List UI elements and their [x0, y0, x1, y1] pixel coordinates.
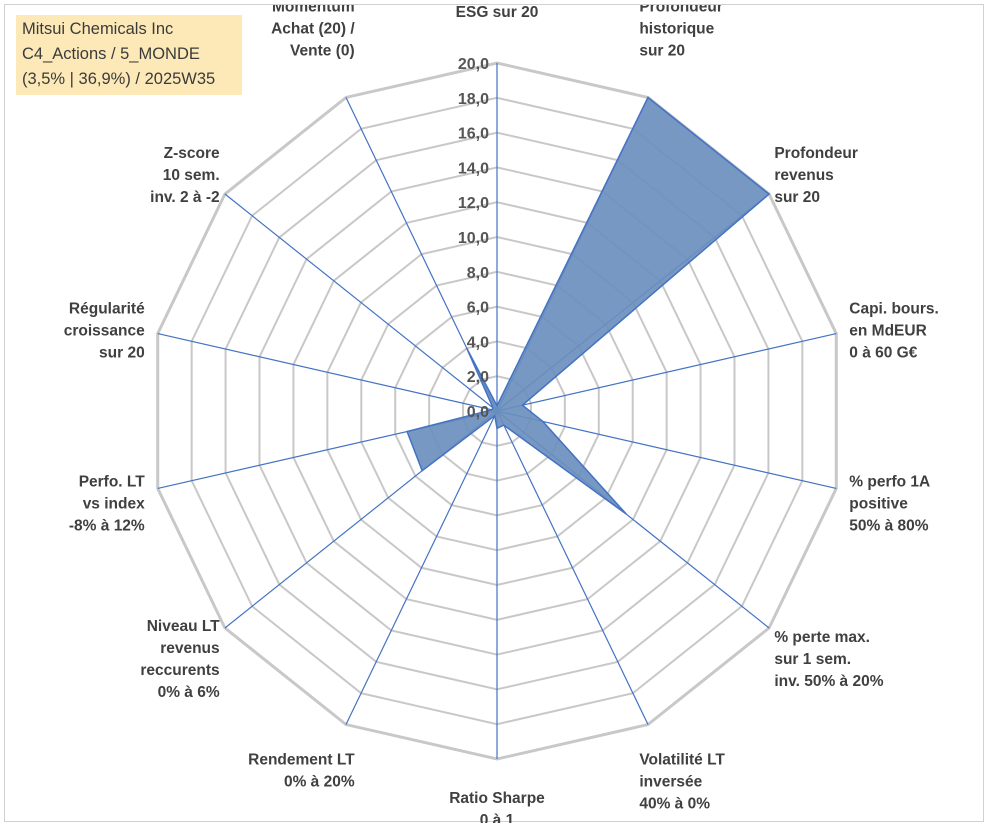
- axis-label-line: Profondeur: [639, 5, 723, 15]
- axis-label-line: inversée: [639, 774, 702, 791]
- axis-label-line: sur 20: [774, 189, 820, 206]
- tick-label: 4,0: [467, 334, 489, 351]
- tick-label: 18,0: [458, 91, 489, 108]
- axis-label: % perfo 1A positive 50% à 80%: [849, 473, 930, 534]
- tick-label: 6,0: [467, 300, 489, 317]
- axis-label: Perfo. LT vs index -8% à 12%: [69, 473, 145, 534]
- axis-label-line: inv. 2 à -2: [150, 189, 220, 206]
- axis-label-text: Ratio Sharpe 0 à 1: [449, 790, 545, 823]
- axis-spoke: [496, 410, 837, 490]
- axis-label-line: Perfo. LT: [79, 473, 146, 490]
- axis-spoke: [224, 193, 498, 412]
- axis-label-line: Niveau LT: [147, 618, 220, 635]
- axis-label-line: 50% à 80%: [849, 517, 928, 534]
- axis-label-line: Rendement LT: [248, 752, 355, 769]
- title-period: (3,5% | 36,9%) / 2025W35: [22, 70, 216, 88]
- title-universe: C4_Actions / 5_MONDE: [22, 45, 200, 63]
- axis-label: Profondeur revenus sur 20: [774, 145, 858, 206]
- axis-label-line: historique: [639, 20, 714, 37]
- axis-label-line: inv. 50% à 20%: [774, 673, 883, 690]
- axis-label-line: Momentum: [272, 5, 355, 15]
- axis-label-text: Profondeur revenus sur 20: [774, 145, 858, 206]
- axis-label-line: Z-score: [164, 145, 220, 162]
- axis-label: Ratio Sharpe 0 à 1: [449, 790, 545, 823]
- axis-label: Capi. bours. en MdEUR 0 à 60 G€: [849, 301, 939, 362]
- radar-chart: 0,02,04,06,08,010,012,014,016,018,020,0 …: [64, 5, 939, 823]
- axis-label: Niveau LT revenus reccurents 0% à 6%: [140, 618, 220, 701]
- axis-label-line: -8% à 12%: [69, 517, 145, 534]
- axis-label-line: croissance: [64, 323, 145, 340]
- axis-label-line: reccurents: [140, 662, 219, 679]
- axis-label-text: NoteESG sur 20: [456, 5, 539, 21]
- tick-label: 8,0: [467, 265, 489, 282]
- axis-label-text: Profondeur historique sur 20: [639, 5, 723, 59]
- axis-label-line: 0 à 60 G€: [849, 345, 917, 362]
- tick-label: 16,0: [458, 126, 489, 143]
- axis-label-text: Volatilité LT inversée 40% à 0%: [639, 752, 725, 813]
- axis-label-line: 10 sem.: [163, 167, 220, 184]
- axis-label: % perte max. sur 1 sem. inv. 50% à 20%: [774, 629, 883, 690]
- axis-label-line: 0% à 20%: [284, 774, 355, 791]
- axis-spoke: [496, 332, 837, 412]
- axis-label-line: positive: [849, 495, 908, 512]
- chart-title-box: Mitsui Chemicals Inc C4_Actions / 5_MOND…: [16, 15, 242, 95]
- axis-spoke: [157, 332, 498, 412]
- axis-labels: NoteESG sur 20 Profondeur historique sur 20…: [64, 5, 939, 823]
- title-company: Mitsui Chemicals Inc: [22, 20, 174, 38]
- axis-label-text: % perte max. sur 1 sem. inv. 50% à 20%: [774, 629, 883, 690]
- axis-label-line: revenus: [774, 167, 833, 184]
- tick-label: 10,0: [458, 230, 489, 247]
- axis-label: Volatilité LT inversée 40% à 0%: [639, 752, 725, 813]
- tick-label: 0,0: [467, 404, 489, 421]
- axis-label: Régularité croissance sur 20: [64, 301, 145, 362]
- axis-label: Z-score 10 sem. inv. 2 à -2: [150, 145, 220, 206]
- axis-label-text: Momentum Achat (20) / Vente (0): [271, 5, 355, 59]
- axis-label-text: Rendement LT 0% à 20%: [248, 752, 355, 791]
- axis-label-text: Niveau LT revenus reccurents 0% à 6%: [140, 618, 220, 701]
- axis-label-text: Perfo. LT vs index -8% à 12%: [69, 473, 145, 534]
- radar-series: [406, 96, 771, 515]
- axis-label-line: Vente (0): [290, 42, 355, 59]
- axis-label-line: Capi. bours.: [849, 301, 939, 318]
- axis-label-text: % perfo 1A positive 50% à 80%: [849, 473, 930, 534]
- axis-label-line: % perte max.: [774, 629, 870, 646]
- axis-label-text: Z-score 10 sem. inv. 2 à -2: [150, 145, 220, 206]
- axis-label-line: ESG sur 20: [456, 5, 539, 21]
- radial-tick-labels: 0,0 2,0 4,0 6,0 8,0 10,0 12,0 14,0 16,0 18,0 20,0: [458, 56, 489, 421]
- axis-label-line: Achat (20) /: [271, 20, 355, 37]
- axis-label-text: Régularité croissance sur 20: [64, 301, 145, 362]
- tick-label: 2,0: [467, 369, 489, 386]
- axis-label-line: 0 à 1: [480, 812, 515, 823]
- axis-label-line: Profondeur: [774, 145, 858, 162]
- axis-label: Rendement LT 0% à 20%: [248, 752, 355, 791]
- axis-spoke: [496, 410, 649, 725]
- axis-label-line: Volatilité LT: [639, 752, 725, 769]
- axis-label: Momentum Achat (20) / Vente (0): [271, 5, 355, 59]
- axis-label-line: 40% à 0%: [639, 796, 710, 813]
- axis-label-line: 0% à 6%: [158, 684, 220, 701]
- axis-label-line: sur 20: [639, 42, 685, 59]
- axis-label-line: Ratio Sharpe: [449, 790, 545, 807]
- axis-label: NoteESG sur 20: [456, 5, 539, 21]
- tick-label: 20,0: [458, 56, 489, 73]
- axis-label-line: % perfo 1A: [849, 473, 930, 490]
- tick-label: 12,0: [458, 195, 489, 212]
- axis-label-line: en MdEUR: [849, 323, 927, 340]
- axis-label-line: Régularité: [69, 301, 145, 318]
- chart-frame: 0,0 2,0 4,0 6,0 8,0 10,0 12,0 14,0 16,0 18,0 20,0 …: [4, 4, 984, 823]
- tick-label: 14,0: [458, 160, 489, 177]
- axis-label-text: Capi. bours. en MdEUR 0 à 60 G€: [849, 301, 939, 362]
- axis-spoke: [345, 410, 498, 725]
- axis-label-line: sur 20: [99, 345, 145, 362]
- axis-label-line: sur 1 sem.: [774, 651, 851, 668]
- axis-label-line: revenus: [160, 640, 219, 657]
- axis-label-line: vs index: [83, 495, 145, 512]
- axis-label: Profondeur historique sur 20: [639, 5, 723, 59]
